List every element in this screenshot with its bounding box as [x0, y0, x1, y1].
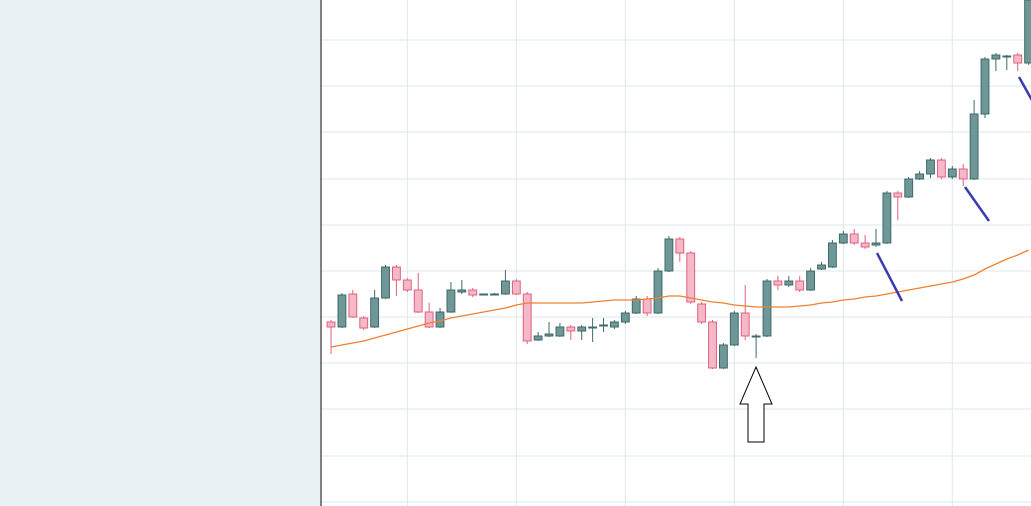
candle-body [402, 279, 412, 291]
candle-body [969, 113, 979, 180]
candle-body [511, 280, 521, 295]
candle-body [1024, 0, 1031, 64]
candle-body [653, 270, 663, 314]
candle-body [337, 294, 347, 328]
candle-body [1002, 55, 1012, 58]
candle-body [500, 280, 510, 295]
candle-body [838, 233, 848, 244]
candle-body [926, 159, 935, 175]
trend-line [875, 252, 904, 302]
candle-body [664, 238, 674, 272]
candle-body [991, 54, 1001, 60]
candle-body [904, 178, 914, 198]
candle-body [675, 238, 685, 254]
candle-body [915, 173, 925, 180]
candle-body [958, 168, 968, 180]
candle-body [413, 289, 423, 313]
trend-line [1017, 76, 1031, 101]
candle-body [849, 233, 859, 244]
candle-body [555, 326, 565, 337]
candle-body [468, 289, 478, 296]
candle-body [435, 311, 445, 328]
candle-body [392, 266, 401, 281]
candle-body [457, 289, 467, 293]
candle-body [751, 335, 761, 338]
candle-body [446, 289, 456, 313]
candle-body [762, 280, 772, 337]
trend-line [963, 186, 991, 222]
candle-body [827, 242, 837, 268]
candle-body [708, 321, 717, 369]
candle-body [588, 326, 598, 329]
plot-area [326, 0, 1031, 369]
candle-body [860, 242, 870, 248]
arrow-marker [739, 365, 773, 443]
candle-body [424, 311, 434, 328]
candle-body [936, 159, 946, 178]
candle-body [609, 321, 619, 328]
grid [321, 0, 1031, 506]
candle-body [882, 192, 892, 244]
candle-body [817, 264, 826, 270]
moving-average-line [330, 249, 1029, 348]
candle-body [718, 344, 728, 369]
candle-body [729, 312, 739, 346]
candle-body [980, 58, 990, 115]
candle-body [577, 326, 587, 332]
candle-body [522, 293, 532, 342]
candle-body [1013, 54, 1023, 64]
candle-body [784, 280, 794, 286]
candle-body [697, 303, 707, 323]
candle-body [620, 312, 630, 323]
candle-body [566, 326, 576, 332]
side-panel [0, 0, 320, 506]
candle-body [795, 280, 805, 291]
candle-body [686, 252, 696, 303]
candle-body [326, 321, 336, 328]
candle-body [631, 298, 641, 314]
candle-body [599, 324, 608, 327]
candle-body [359, 317, 369, 329]
candle-body [773, 280, 783, 286]
candle-body [893, 192, 903, 198]
candle-body [533, 335, 543, 341]
candle-body [479, 293, 489, 296]
candle-body [490, 293, 499, 296]
candle-body [370, 297, 380, 328]
candle-body [348, 293, 358, 318]
candle-body [947, 168, 957, 178]
candle-body [381, 266, 390, 299]
candle-body [642, 298, 652, 314]
candle-body [740, 312, 750, 337]
candle-body [544, 333, 554, 337]
drawings [739, 76, 1031, 443]
candle-body [871, 242, 881, 246]
candle-body [806, 270, 816, 291]
